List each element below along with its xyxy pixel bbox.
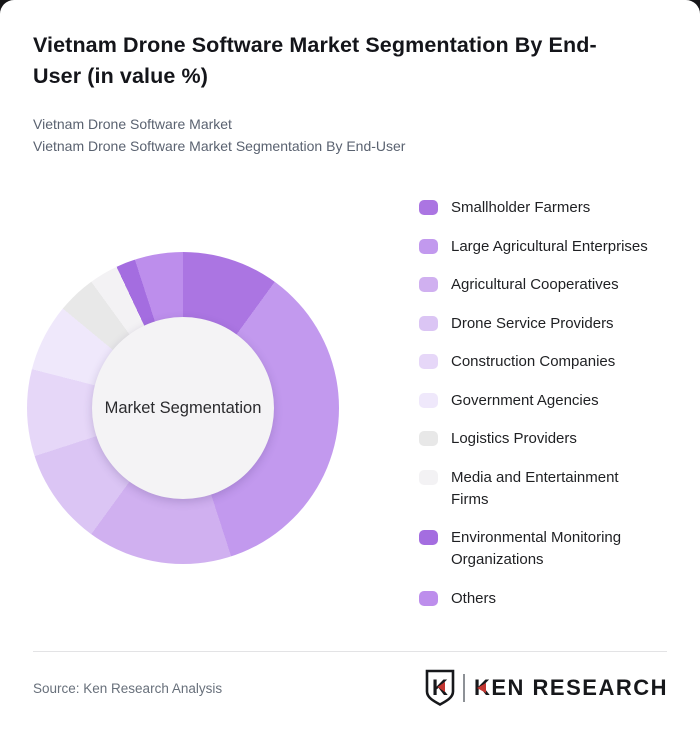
legend-label: Logistics Providers — [451, 430, 577, 447]
legend-swatch — [419, 238, 438, 254]
footer-divider — [33, 651, 667, 652]
legend-swatch — [419, 469, 438, 485]
header: Vietnam Drone Software Market Segmentati… — [33, 30, 613, 157]
legend-swatch — [419, 315, 438, 331]
logo-wordmark: K EN RESEARCH — [474, 675, 668, 701]
legend-item: Large Agricultural Enterprises — [419, 236, 648, 258]
legend-item: Logistics Providers — [419, 428, 648, 450]
legend-item: Others — [419, 588, 648, 610]
legend-label: Media and Entertainment Firms — [451, 468, 619, 508]
legend-swatch — [419, 590, 438, 606]
legend-label: Drone Service Providers — [451, 314, 614, 332]
legend-label: Agricultural Cooperatives — [451, 276, 619, 293]
legend: Smallholder Farmers Large Agricultural En… — [419, 197, 648, 626]
legend-swatch — [419, 392, 438, 408]
legend-swatch — [419, 200, 438, 215]
page-title: Vietnam Drone Software Market Segmentati… — [33, 33, 597, 88]
legend-label: Environmental Monitoring Organizations — [451, 529, 622, 568]
donut-center-label: Market Segmentation — [104, 398, 262, 417]
legend-label: Construction Companies — [451, 353, 616, 370]
legend-item: Drone Service Providers — [419, 313, 648, 335]
legend-item: Construction Companies — [419, 351, 648, 373]
source-text: Source: Ken Research Analysis — [33, 681, 223, 696]
wordmark-red-triangle-icon — [477, 683, 487, 693]
donut-chart: Market Segmentation — [27, 252, 339, 564]
subtitle-line-2: Vietnam Drone Software Market Segmentati… — [33, 137, 406, 154]
subtitle-line-1: Vietnam Drone Software Market — [33, 116, 232, 132]
legend-swatch — [419, 431, 438, 446]
logo-wordmark-rest: EN RESEARCH — [491, 675, 668, 700]
legend-item: Environmental Monitoring Organizations — [419, 527, 648, 571]
legend-item: Media and Entertainment Firms — [419, 467, 648, 511]
legend-label: Smallholder Farmers — [451, 199, 591, 216]
legend-item: Government Agencies — [419, 390, 648, 412]
logo-divider — [462, 674, 465, 702]
donut-center: Market Segmentation — [92, 317, 274, 499]
legend-label: Government Agencies — [451, 391, 599, 409]
legend-swatch — [419, 354, 438, 369]
legend-swatch — [419, 530, 438, 545]
ken-research-logo: K KEN RESEARCH — [424, 667, 668, 709]
legend-item: Agricultural Cooperatives — [419, 274, 648, 296]
legend-swatch — [419, 277, 438, 292]
logo-red-triangle-icon — [437, 682, 445, 692]
legend-label: Large Agricultural Enterprises — [451, 237, 648, 255]
legend-item: Smallholder Farmers — [419, 197, 648, 219]
logo-shield-icon: K — [425, 669, 455, 706]
legend-label: Others — [451, 589, 497, 607]
